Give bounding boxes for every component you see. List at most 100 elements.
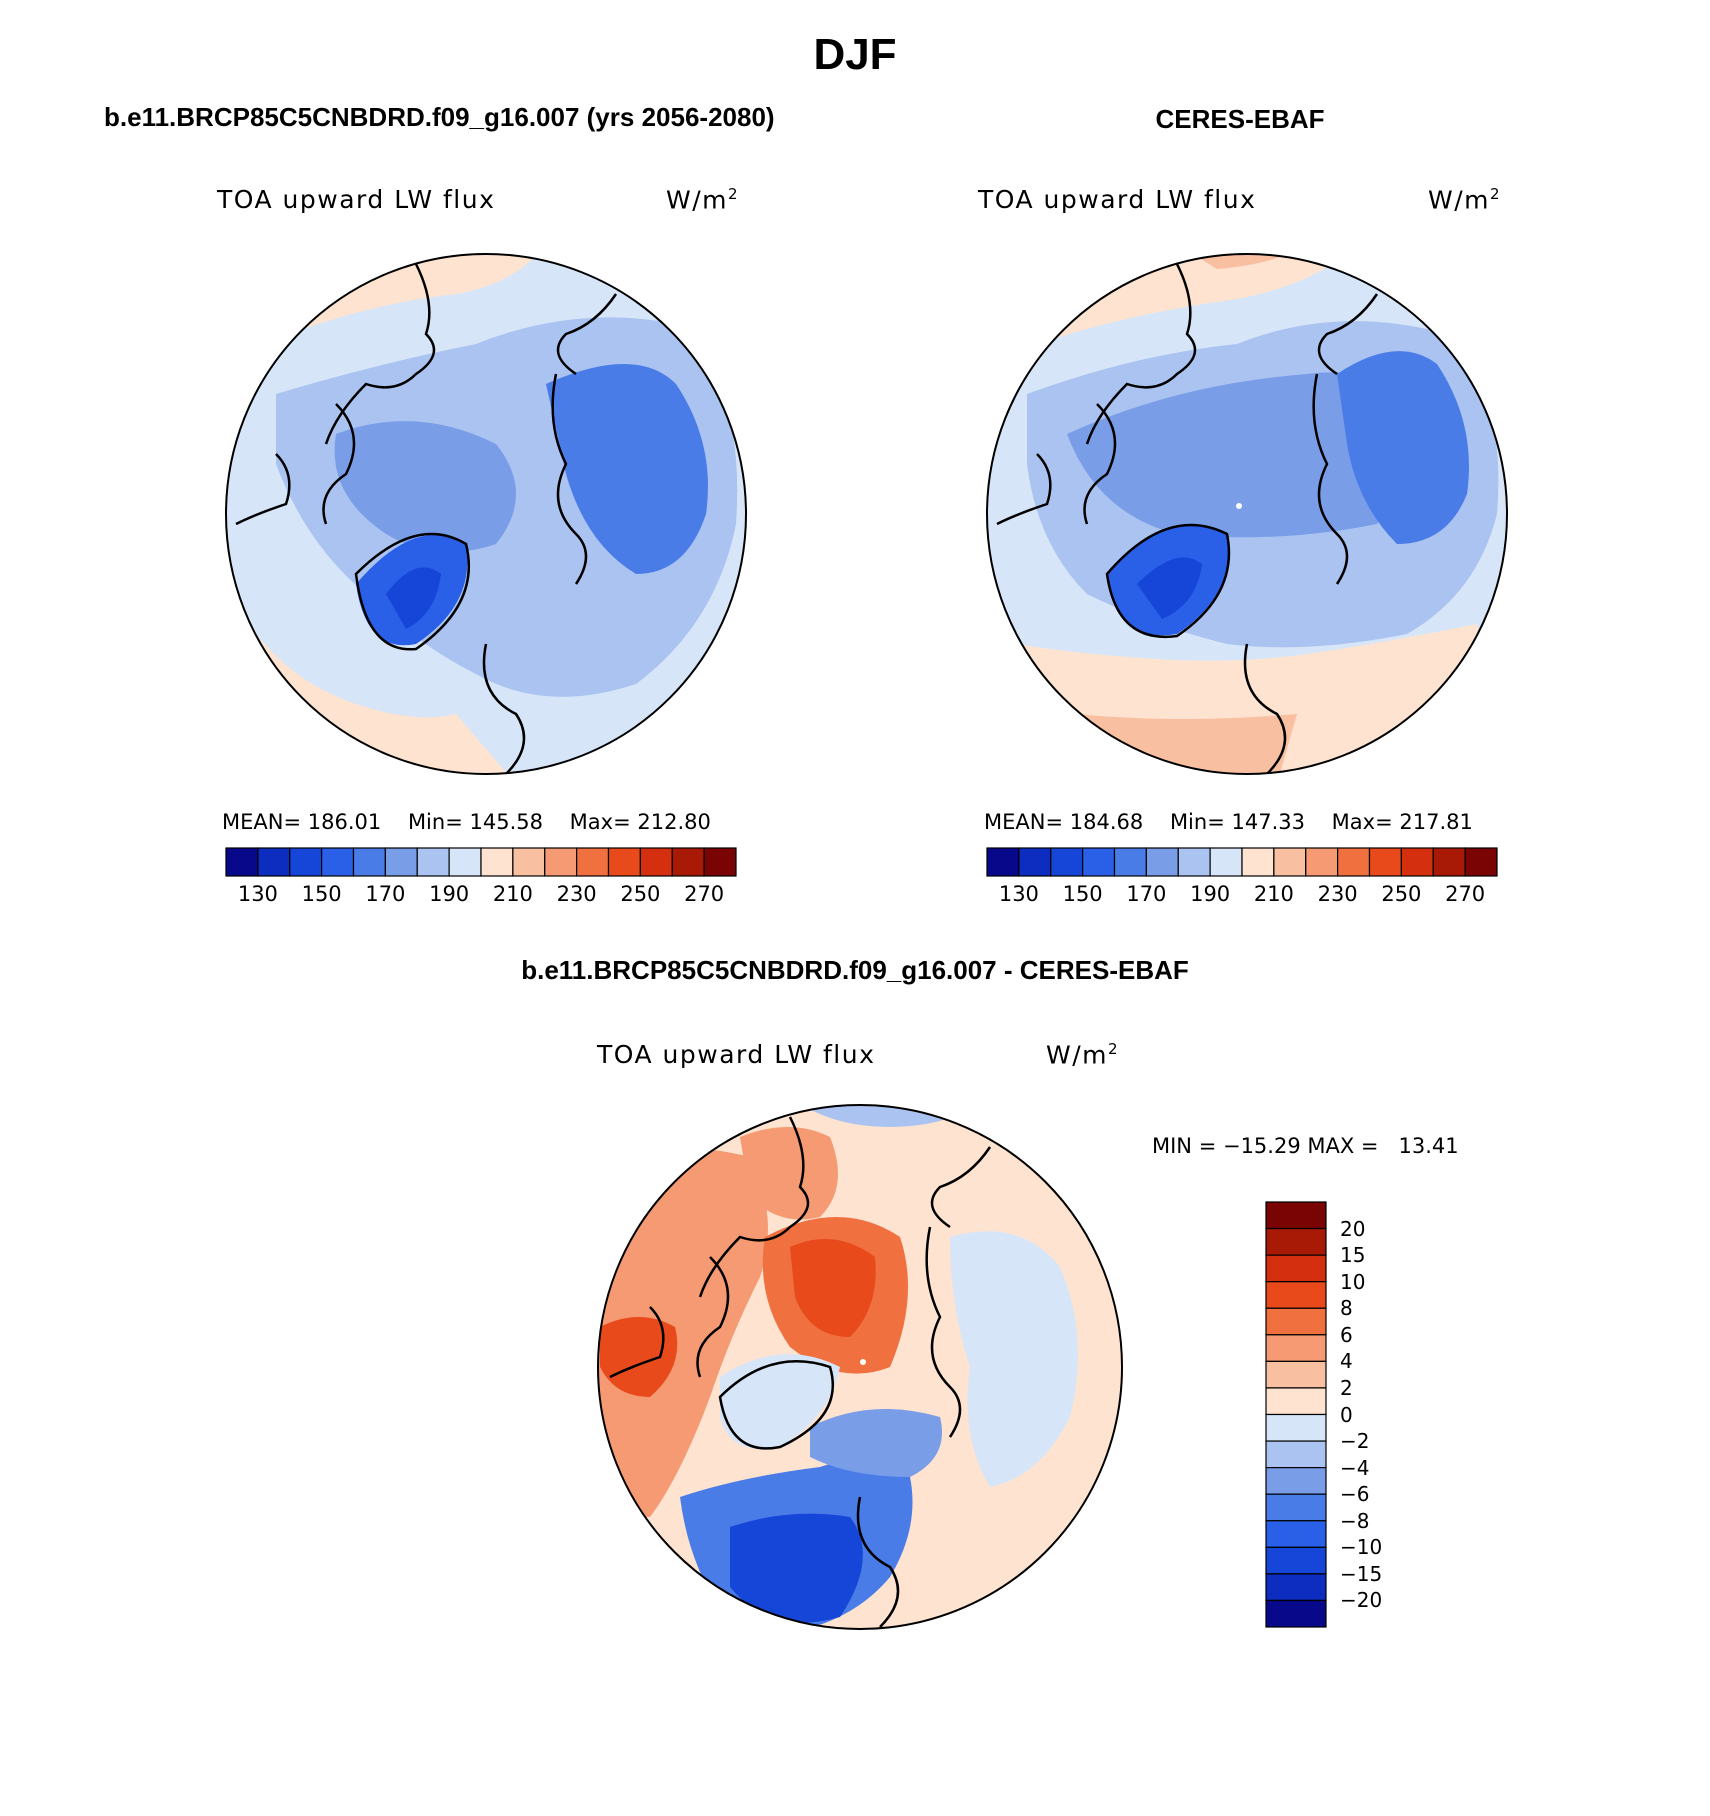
panel3-cold-south-core: [730, 1513, 863, 1623]
panel3-warm-west: [598, 1147, 768, 1517]
panel1-colorbar-box: [639, 847, 673, 877]
panel2-colorbar-tick: 250: [1381, 882, 1422, 906]
panel2-colorbar-box: [1368, 847, 1402, 877]
panel2-colorbar-ticks: 130 150 170 190 210 230 250 270: [987, 882, 1497, 910]
panel1-map-border: [225, 253, 747, 775]
panel3-colorbar-box: [1265, 1546, 1327, 1575]
panel1-colorbar-box: [257, 847, 291, 877]
panel1-colorbar-tick: 150: [301, 882, 342, 906]
panel3-colorbar-box: [1265, 1493, 1327, 1522]
panel3-colorbar-box: [1265, 1467, 1327, 1495]
panel1-colorbar-box: [544, 847, 578, 877]
panel3-colorbar-box: [1265, 1281, 1327, 1309]
panel1-colorbar: [225, 847, 737, 877]
panel3-colorbar-box: [1265, 1573, 1327, 1602]
panel3-colorbar: [1265, 1201, 1327, 1628]
panel2-cold-region-siberia: [1337, 351, 1469, 544]
panel1-colorbar-tick: 250: [620, 882, 661, 906]
panel3-colorbar-box: [1265, 1599, 1327, 1628]
panel1-colorbar-box: [384, 847, 418, 877]
panel2-colorbar-box: [1305, 847, 1339, 877]
panel1-stats: MEAN= 186.01 Min= 145.58 Max= 212.80: [222, 810, 711, 834]
panel2-colorbar-box: [1145, 847, 1179, 877]
panel1-colorbar-box: [512, 847, 546, 877]
panel2-colorbar-tick: 190: [1190, 882, 1231, 906]
panel3-colorbar-tick: −8: [1340, 1508, 1370, 1533]
panel2-map-border: [986, 253, 1508, 775]
panel1-colorbar-box: [225, 847, 259, 877]
panel1-colorbar-tick: 270: [684, 882, 725, 906]
panel3-colorbar-tick: 0: [1340, 1402, 1353, 1427]
panel3-colorbar-box: [1265, 1440, 1327, 1469]
panel1-colorbar-box: [703, 847, 737, 877]
panel3-pole-marker: [860, 1359, 866, 1365]
panel3-colorbar-tick: 20: [1340, 1216, 1366, 1241]
panel3-units-label: W/m2: [1046, 1040, 1120, 1070]
panel3-cool-south-edge: [810, 1409, 942, 1477]
panel1-colorbar-tick: 230: [556, 882, 597, 906]
panel1-units-label: W/m2: [666, 185, 740, 215]
panel1-variable-label: TOA upward LW flux: [217, 185, 496, 214]
panel2-colorbar-box: [1082, 847, 1116, 877]
panel3-cool-top: [790, 1105, 990, 1127]
panel1-colorbar-tick: 210: [492, 882, 533, 906]
panel2-colorbar-tick: 130: [998, 882, 1039, 906]
panel3-min-max: MIN = −15.29 MAX = 13.41: [1152, 1134, 1459, 1158]
panel3-colorbar-tick: −20: [1340, 1588, 1383, 1613]
panel1-cold-region-siberia: [546, 364, 708, 574]
panel3-map-border: [597, 1104, 1123, 1630]
panel3-colorbar-box: [1265, 1520, 1327, 1548]
panel3-coastlines: [609, 1116, 992, 1628]
panel3-colorbar-tick: 10: [1340, 1269, 1366, 1294]
panel1-colorbar-box: [289, 847, 323, 877]
panel1-colorbar-box: [576, 847, 610, 877]
panel3-colorbar-box: [1265, 1307, 1327, 1336]
panel2-colorbar-box: [1209, 847, 1243, 877]
panel1-colorbar-tick: 130: [237, 882, 278, 906]
panel1-colorbar-box: [321, 847, 355, 877]
panel1-colorbar-box: [671, 847, 705, 877]
panel3-colorbar-tick: −15: [1340, 1561, 1383, 1586]
panel2-pole-marker: [1236, 503, 1242, 509]
panel2-stats: MEAN= 184.68 Min= 147.33 Max= 217.81: [984, 810, 1473, 834]
panel3-colorbar-box: [1265, 1360, 1327, 1389]
panel2-colorbar-box: [1464, 847, 1498, 877]
panel2-colorbar-tick: 230: [1317, 882, 1358, 906]
panel3-cool-greenland: [720, 1354, 840, 1449]
panel2-colorbar-box: [1432, 847, 1466, 877]
panel2-colorbar-tick: 150: [1062, 882, 1103, 906]
panel2-colorbar: [986, 847, 1498, 877]
diff-panel-header: b.e11.BRCP85C5CNBDRD.f09_g16.007 - CERES…: [521, 955, 1189, 985]
panel2-colorbar-tick: 210: [1253, 882, 1294, 906]
panel3-colorbar-ticks: 20 15 10 8 6 4 2 0 −2 −4 −6 −8 −10 −15 −20: [1340, 1202, 1420, 1627]
panel3-colorbar-tick: −4: [1340, 1455, 1370, 1480]
panel2-units-label: W/m2: [1428, 185, 1502, 215]
panel3-colorbar-tick: −2: [1340, 1429, 1370, 1454]
panel1-polar-map: [225, 253, 747, 775]
panel2-polar-map: [986, 253, 1508, 775]
panel1-colorbar-box: [352, 847, 386, 877]
left-panel-header: b.e11.BRCP85C5CNBDRD.f09_g16.007 (yrs 20…: [104, 102, 775, 132]
panel1-colorbar-box: [607, 847, 641, 877]
panel3-hot-central-core: [790, 1239, 876, 1337]
panel1-coastlines: [235, 263, 618, 774]
panel2-variable-label: TOA upward LW flux: [978, 185, 1257, 214]
panel3-colorbar-tick: −6: [1340, 1482, 1370, 1507]
panel1-colorbar-box: [480, 847, 514, 877]
right-panel-header: CERES-EBAF: [1155, 104, 1325, 134]
panel3-colorbar-box: [1265, 1227, 1327, 1256]
figure-title: DJF: [813, 30, 897, 79]
panel3-colorbar-box: [1265, 1413, 1327, 1442]
panel3-colorbar-tick: 6: [1340, 1322, 1353, 1347]
panel3-colorbar-box: [1265, 1201, 1327, 1230]
panel3-colorbar-tick: 15: [1340, 1243, 1366, 1268]
panel2-colorbar-box: [1177, 847, 1211, 877]
panel1-colorbar-ticks: 130 150 170 190 210 230 250 270: [226, 882, 736, 910]
panel3-hot-north: [740, 1127, 838, 1220]
panel3-colorbar-tick: −10: [1340, 1535, 1383, 1560]
panel2-colorbar-box: [1400, 847, 1434, 877]
panel2-colorbar-tick: 170: [1126, 882, 1167, 906]
panel2-colorbar-box: [1050, 847, 1084, 877]
panel2-colorbar-tick: 270: [1445, 882, 1486, 906]
panel2-warm-region-hot: [1177, 254, 1307, 269]
